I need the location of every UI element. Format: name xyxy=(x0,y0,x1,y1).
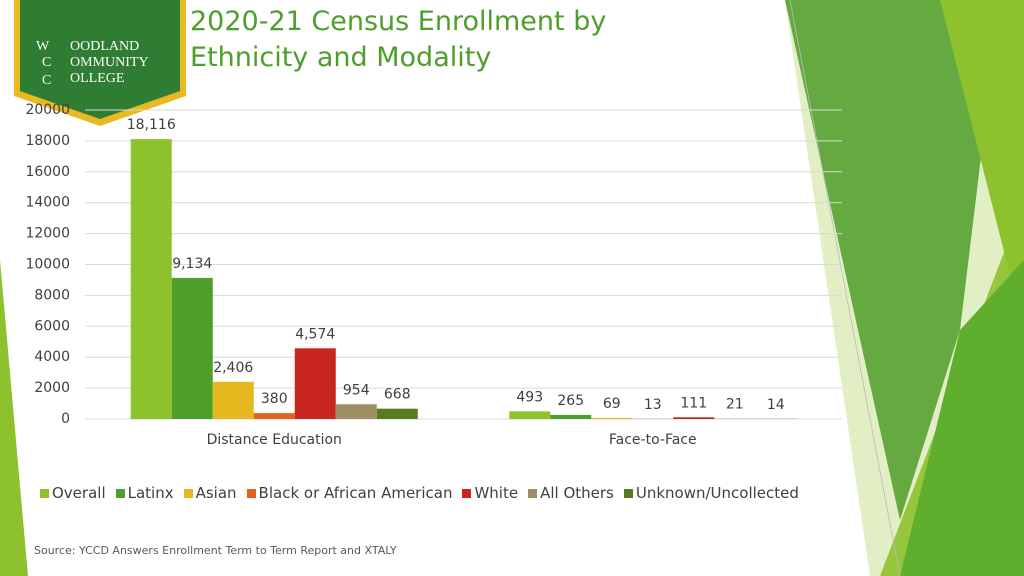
legend-label: Latinx xyxy=(127,484,174,502)
legend-swatch xyxy=(115,488,125,498)
logo-letter: W xyxy=(36,39,50,54)
data-label: 265 xyxy=(557,393,584,409)
y-tick-label: 0 xyxy=(61,411,70,427)
data-label: 2,406 xyxy=(213,360,253,376)
logo-line: OLLEGE xyxy=(70,71,124,86)
legend-swatch xyxy=(528,488,538,498)
legend-label: Unknown/Uncollected xyxy=(635,484,799,502)
legend: Overall Latinx Asian Black or African Ameri… xyxy=(40,484,799,502)
legend-label: All Others xyxy=(540,484,614,502)
data-label: 21 xyxy=(726,397,744,413)
bar xyxy=(212,381,254,419)
y-tick-label: 14000 xyxy=(25,195,70,211)
bar xyxy=(294,348,336,419)
data-label: 14 xyxy=(767,397,785,413)
chart-title: 2020-21 Census Enrollment by Ethnicity a… xyxy=(190,6,607,73)
data-label: 111 xyxy=(680,395,707,411)
legend-item: All Others xyxy=(528,484,614,502)
legend-swatch xyxy=(40,488,49,498)
data-label: 13 xyxy=(644,397,662,413)
logo-letter: C xyxy=(42,73,51,88)
data-label: 4,574 xyxy=(295,326,335,342)
x-tick-label: Distance Education xyxy=(207,432,342,448)
bar xyxy=(253,413,295,419)
y-tick-label: 4000 xyxy=(34,349,70,365)
bar xyxy=(591,417,633,419)
bar xyxy=(171,277,213,419)
y-tick-label: 2000 xyxy=(34,380,70,396)
source-note: Source: YCCD Answers Enrollment Term to … xyxy=(34,544,397,557)
legend-label: Overall xyxy=(52,484,106,502)
legend-item: White xyxy=(462,484,518,502)
logo-letter: C xyxy=(42,55,51,70)
x-tick-label: Face-to-Face xyxy=(609,432,697,448)
y-tick-label: 16000 xyxy=(25,164,70,180)
bar xyxy=(376,408,418,419)
legend-label: White xyxy=(474,484,519,502)
legend-swatch xyxy=(623,488,633,498)
legend-swatch xyxy=(183,488,193,498)
legend-swatch xyxy=(462,488,472,498)
legend-item: Unknown/Uncollected xyxy=(623,484,799,502)
legend-item: Latinx xyxy=(115,484,174,502)
data-label: 380 xyxy=(261,391,288,407)
y-tick-label: 10000 xyxy=(25,257,70,273)
logo-line: OODLAND xyxy=(70,39,139,54)
data-label: 18,116 xyxy=(127,117,176,133)
data-label: 493 xyxy=(516,389,543,405)
y-tick-label: 18000 xyxy=(25,133,70,149)
legend-item: Black or African American xyxy=(246,484,453,502)
bar xyxy=(335,404,377,419)
data-label: 668 xyxy=(384,387,411,403)
logo: W C C OODLAND OMMUNITY OLLEGE xyxy=(14,0,186,126)
y-tick-label: 8000 xyxy=(34,287,70,303)
data-label: 9,134 xyxy=(172,256,212,272)
y-tick-label: 6000 xyxy=(34,318,70,334)
legend-swatch xyxy=(246,488,256,498)
bar xyxy=(509,411,551,419)
logo-line: OMMUNITY xyxy=(70,55,149,70)
data-label: 954 xyxy=(343,382,370,398)
legend-label: Black or African American xyxy=(258,484,453,502)
y-tick-label: 20000 xyxy=(25,102,70,118)
legend-label: Asian xyxy=(195,484,237,502)
legend-item: Asian xyxy=(183,484,237,502)
y-tick-label: 12000 xyxy=(25,226,70,242)
bar xyxy=(130,139,172,420)
data-label: 69 xyxy=(603,396,621,412)
legend-item: Overall xyxy=(40,484,106,502)
bar xyxy=(673,417,715,419)
bar xyxy=(550,414,592,419)
